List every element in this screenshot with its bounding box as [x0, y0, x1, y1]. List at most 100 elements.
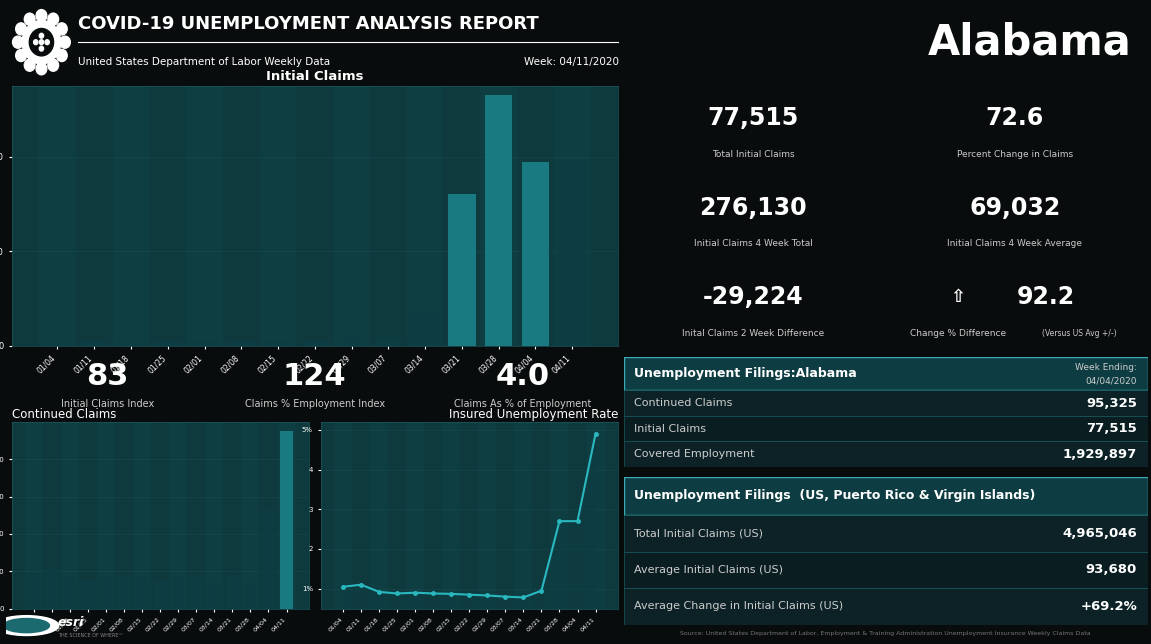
Bar: [333, 86, 369, 346]
Text: Initial Claims 4 Week Total: Initial Claims 4 Week Total: [694, 240, 813, 249]
Circle shape: [24, 13, 35, 25]
Bar: [388, 422, 406, 609]
Bar: [188, 422, 205, 609]
Text: Continued Claims: Continued Claims: [634, 398, 733, 408]
Bar: [226, 575, 239, 609]
Text: 276,130: 276,130: [699, 196, 807, 220]
Bar: [205, 422, 223, 609]
Bar: [280, 431, 294, 609]
Text: 04/04/2020: 04/04/2020: [1085, 377, 1137, 386]
Bar: [99, 578, 113, 609]
Text: 4,965,046: 4,965,046: [1062, 527, 1137, 540]
Circle shape: [48, 13, 59, 25]
Bar: [302, 341, 328, 346]
Text: 95,325: 95,325: [1087, 397, 1137, 410]
Bar: [479, 422, 496, 609]
Text: -29,224: -29,224: [703, 285, 803, 309]
Bar: [334, 422, 352, 609]
Bar: [411, 310, 439, 346]
Bar: [113, 86, 150, 346]
Bar: [352, 422, 371, 609]
Bar: [223, 86, 260, 346]
Text: 93,680: 93,680: [1085, 564, 1137, 576]
Text: 72.6: 72.6: [985, 106, 1044, 130]
Bar: [521, 162, 549, 346]
Circle shape: [33, 40, 38, 44]
FancyBboxPatch shape: [624, 515, 1148, 552]
Text: Total Initial Claims (US): Total Initial Claims (US): [634, 528, 763, 538]
Bar: [186, 86, 223, 346]
Bar: [207, 584, 221, 609]
Circle shape: [16, 50, 26, 62]
Bar: [443, 86, 480, 346]
Text: Initial Claims: Initial Claims: [634, 424, 707, 433]
Bar: [242, 422, 259, 609]
Circle shape: [16, 23, 26, 35]
Bar: [569, 422, 587, 609]
Text: Initial Claims 4 Week Average: Initial Claims 4 Week Average: [947, 240, 1082, 249]
Bar: [460, 422, 479, 609]
Bar: [277, 422, 296, 609]
Circle shape: [22, 21, 61, 64]
Circle shape: [60, 36, 70, 48]
Text: Unemployment Filings:Alabama: Unemployment Filings:Alabama: [634, 367, 857, 381]
Bar: [169, 422, 188, 609]
Text: Covered Employment: Covered Employment: [634, 449, 755, 459]
Bar: [115, 422, 134, 609]
Text: ⇧: ⇧: [951, 289, 966, 307]
Bar: [117, 577, 131, 609]
Bar: [297, 86, 333, 346]
Bar: [517, 86, 554, 346]
Text: (Versus US Avg +/-): (Versus US Avg +/-): [1042, 329, 1116, 338]
Bar: [44, 341, 71, 346]
Bar: [244, 586, 257, 609]
Text: Week: 04/11/2020: Week: 04/11/2020: [524, 57, 619, 68]
Circle shape: [45, 40, 49, 44]
Bar: [374, 337, 402, 346]
Circle shape: [29, 28, 54, 56]
Circle shape: [56, 23, 67, 35]
FancyBboxPatch shape: [624, 441, 1148, 467]
Text: Claims As % of Employment: Claims As % of Employment: [453, 399, 592, 409]
Bar: [480, 86, 517, 346]
Text: esri: esri: [58, 616, 84, 629]
Bar: [43, 422, 61, 609]
Circle shape: [13, 36, 23, 48]
FancyBboxPatch shape: [624, 390, 1148, 416]
Text: Claims % Employment Index: Claims % Employment Index: [245, 399, 384, 409]
Text: Average Initial Claims (US): Average Initial Claims (US): [634, 565, 784, 575]
Circle shape: [56, 50, 67, 62]
Bar: [533, 422, 550, 609]
Text: COVID-19 UNEMPLOYMENT ANALYSIS REPORT: COVID-19 UNEMPLOYMENT ANALYSIS REPORT: [78, 15, 539, 33]
Bar: [514, 422, 533, 609]
Text: Source: United States Department of Labor, Employment & Training Administration : Source: United States Department of Labo…: [680, 631, 1091, 636]
Text: 69,032: 69,032: [969, 196, 1060, 220]
FancyBboxPatch shape: [624, 416, 1148, 441]
Bar: [496, 422, 514, 609]
Bar: [61, 422, 79, 609]
Bar: [587, 422, 604, 609]
Bar: [134, 422, 151, 609]
Bar: [260, 86, 297, 346]
Bar: [153, 581, 167, 609]
Bar: [150, 86, 186, 346]
Text: 124: 124: [283, 362, 346, 392]
Text: Initial Claims Index: Initial Claims Index: [61, 399, 154, 409]
Text: Average Change in Initial Claims (US): Average Change in Initial Claims (US): [634, 601, 844, 611]
Text: Total Initial Claims: Total Initial Claims: [711, 150, 794, 159]
Bar: [261, 509, 275, 609]
Text: Insured Unemployment Rate: Insured Unemployment Rate: [449, 408, 618, 421]
Circle shape: [39, 33, 44, 38]
Bar: [81, 341, 108, 346]
Circle shape: [36, 10, 47, 22]
Circle shape: [3, 618, 49, 632]
Text: Change % Difference: Change % Difference: [910, 329, 1006, 338]
Bar: [265, 340, 292, 346]
Bar: [259, 422, 277, 609]
FancyBboxPatch shape: [624, 552, 1148, 588]
Text: United States Department of Labor Weekly Data: United States Department of Labor Weekly…: [78, 57, 330, 68]
Bar: [223, 422, 242, 609]
Bar: [190, 577, 203, 609]
FancyBboxPatch shape: [624, 357, 1148, 390]
Bar: [79, 422, 97, 609]
